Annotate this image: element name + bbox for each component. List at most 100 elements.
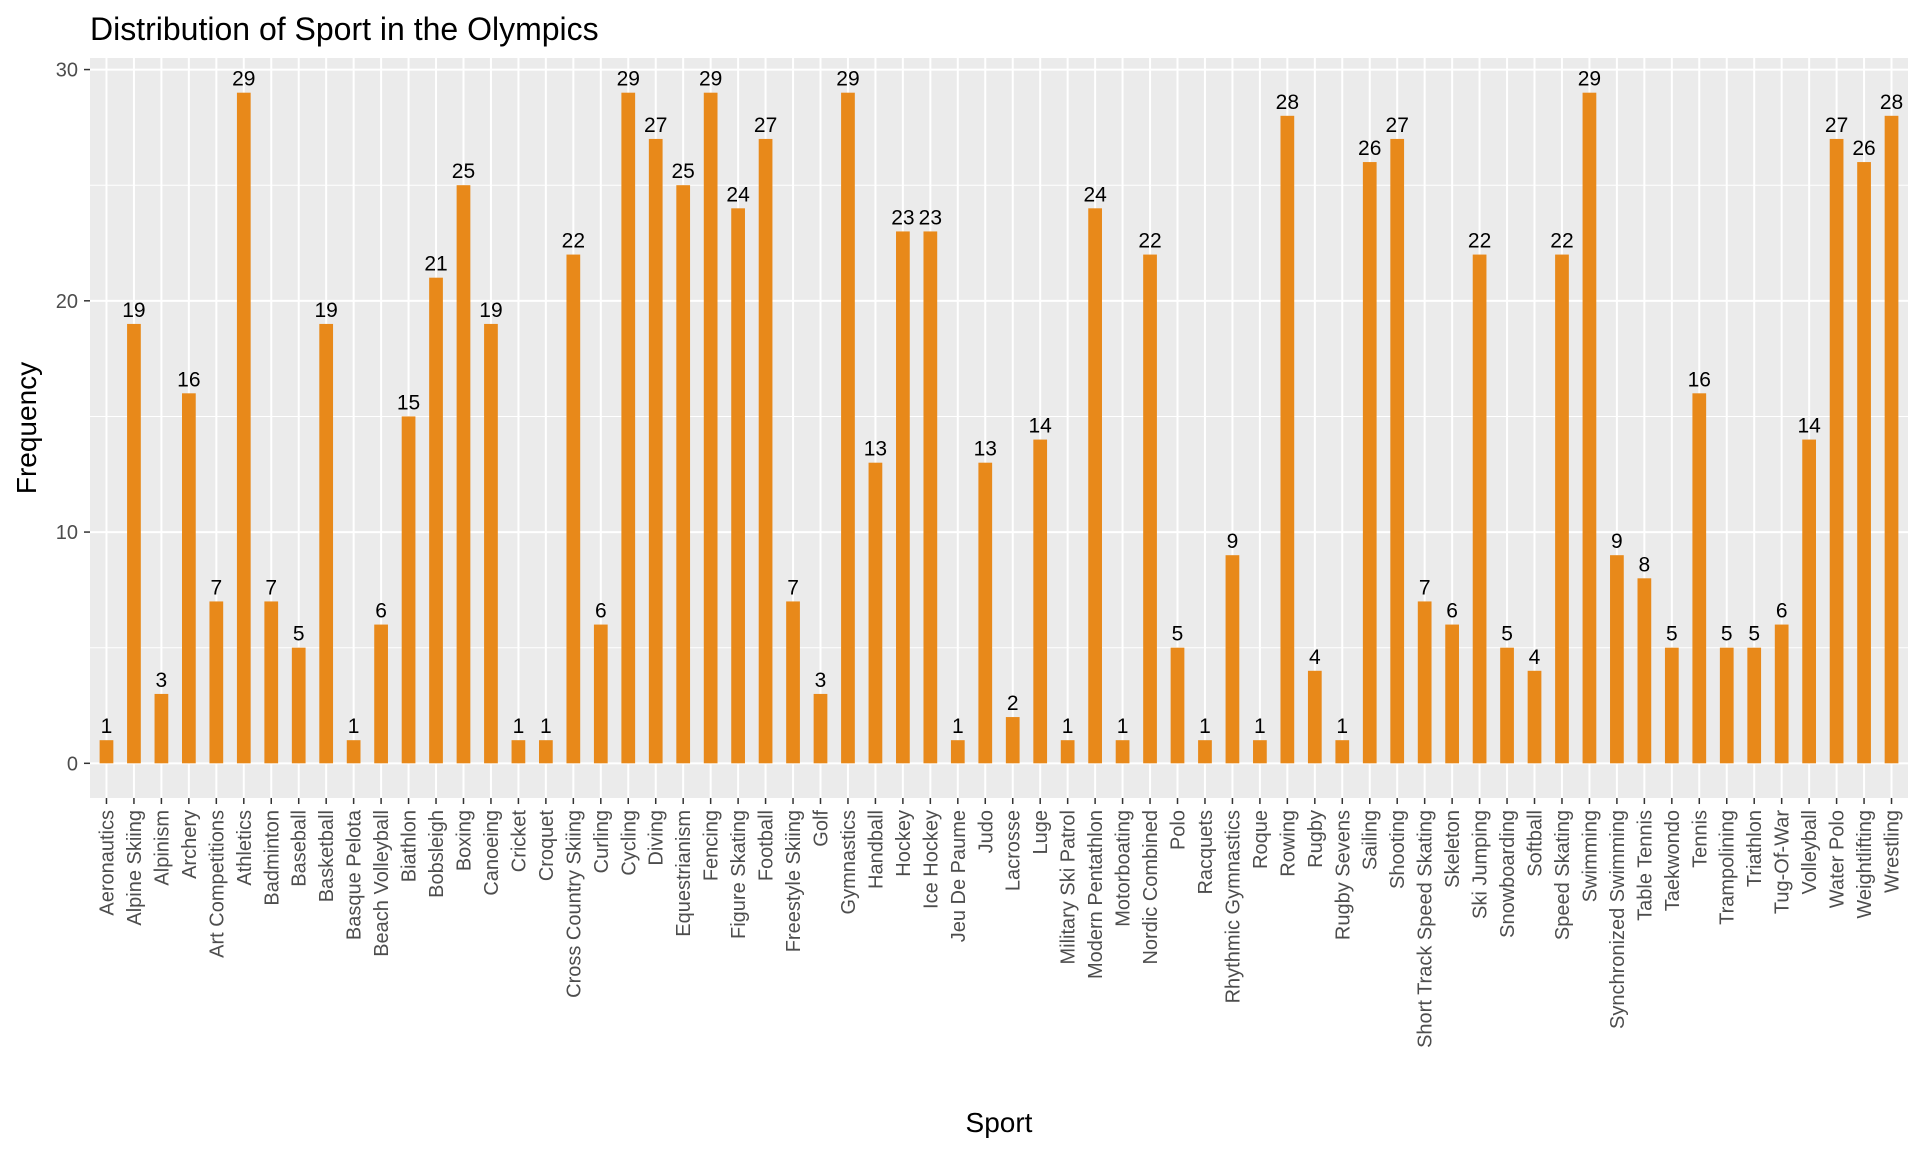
data-label: 27 bbox=[1825, 114, 1848, 137]
data-label: 6 bbox=[1776, 600, 1788, 623]
x-tick-label: Trampolining bbox=[1717, 810, 1739, 925]
bar bbox=[1253, 740, 1267, 764]
bar bbox=[1664, 647, 1679, 764]
x-tick-label: Beach Volleyball bbox=[371, 810, 393, 957]
bar bbox=[154, 693, 169, 764]
x-tick-label: Nordic Combined bbox=[1140, 810, 1162, 965]
bar bbox=[950, 740, 965, 764]
bar bbox=[1307, 670, 1322, 764]
data-label: 29 bbox=[232, 68, 255, 91]
bar bbox=[1527, 670, 1542, 764]
bar bbox=[456, 185, 471, 764]
x-tick-label: Basque Pelota bbox=[344, 809, 366, 940]
x-tick-label: Diving bbox=[646, 810, 668, 866]
data-label: 7 bbox=[265, 576, 277, 599]
bar bbox=[593, 624, 608, 764]
bar bbox=[264, 601, 279, 764]
bar bbox=[539, 740, 553, 764]
data-label: 29 bbox=[699, 68, 722, 91]
bar bbox=[346, 740, 361, 764]
x-tick-label: Tug-Of-War bbox=[1772, 810, 1794, 914]
x-tick-label: Polo bbox=[1168, 810, 1190, 850]
bar bbox=[1802, 439, 1817, 764]
x-tick-label: Figure Skating bbox=[728, 810, 750, 939]
x-tick-label: Rugby Sevens bbox=[1332, 810, 1354, 940]
x-tick-label: Art Competitions bbox=[206, 810, 228, 958]
bar bbox=[1637, 578, 1652, 764]
x-tick-label: Hockey bbox=[893, 810, 915, 877]
bar bbox=[1005, 717, 1020, 764]
x-tick-label: Bobsleigh bbox=[426, 810, 448, 898]
data-label: 29 bbox=[1578, 68, 1601, 91]
bar bbox=[1170, 647, 1185, 764]
data-label: 22 bbox=[1550, 230, 1573, 253]
bar bbox=[1115, 740, 1130, 764]
data-label: 22 bbox=[1468, 230, 1491, 253]
x-tick-label: Triathlon bbox=[1744, 810, 1766, 887]
data-label: 16 bbox=[177, 368, 200, 391]
bar bbox=[896, 231, 910, 764]
data-label: 1 bbox=[1062, 715, 1074, 738]
data-label: 28 bbox=[1276, 91, 1299, 114]
data-label: 13 bbox=[974, 438, 997, 461]
x-tick-label: Rugby bbox=[1305, 810, 1327, 868]
x-tick-label: Jeu De Paume bbox=[948, 810, 970, 942]
data-label: 5 bbox=[1172, 623, 1184, 646]
bar bbox=[1692, 393, 1707, 764]
data-label: 5 bbox=[1721, 623, 1733, 646]
x-tick-label: Shooting bbox=[1387, 810, 1409, 889]
x-tick-label: Sailing bbox=[1360, 810, 1382, 870]
x-tick-label: Boxing bbox=[453, 810, 475, 871]
bar bbox=[1033, 439, 1048, 764]
data-label: 1 bbox=[513, 715, 525, 738]
bar bbox=[319, 323, 334, 764]
x-tick-label: Luge bbox=[1030, 810, 1052, 855]
data-label: 9 bbox=[1611, 530, 1623, 553]
x-tick-label: Swimming bbox=[1579, 810, 1601, 902]
bar bbox=[1610, 555, 1624, 764]
data-label: 1 bbox=[540, 715, 552, 738]
x-tick-label: Cycling bbox=[618, 810, 640, 876]
data-label: 1 bbox=[348, 715, 360, 738]
bar bbox=[1472, 254, 1487, 764]
data-label: 6 bbox=[595, 600, 607, 623]
data-label: 5 bbox=[1666, 623, 1678, 646]
bar bbox=[1857, 162, 1871, 764]
x-tick-label: Judo bbox=[975, 810, 997, 853]
x-tick-label: Gymnastics bbox=[838, 810, 860, 914]
bar bbox=[401, 416, 416, 764]
bar bbox=[1500, 647, 1514, 764]
bar bbox=[813, 693, 828, 764]
y-tick-label: 20 bbox=[56, 291, 78, 313]
data-label: 14 bbox=[1797, 415, 1821, 438]
x-tick-label: Synchronized Swimming bbox=[1607, 810, 1629, 1029]
data-label: 23 bbox=[891, 206, 914, 229]
x-tick-label: Lacrosse bbox=[1003, 810, 1025, 891]
x-tick-label: Modern Pentathlon bbox=[1085, 810, 1107, 979]
x-tick-label: Ice Hockey bbox=[920, 810, 942, 909]
bar bbox=[841, 92, 855, 764]
bar bbox=[1829, 138, 1844, 764]
data-label: 27 bbox=[644, 114, 667, 137]
x-tick-label: Basketball bbox=[316, 810, 338, 902]
bar bbox=[1719, 647, 1734, 764]
data-label: 14 bbox=[1029, 415, 1053, 438]
data-label: 5 bbox=[293, 623, 305, 646]
x-tick-label: Curling bbox=[591, 810, 613, 873]
bar bbox=[511, 740, 526, 764]
bar bbox=[1362, 162, 1377, 764]
bar bbox=[868, 462, 883, 764]
data-label: 1 bbox=[952, 715, 964, 738]
bar bbox=[1280, 115, 1295, 764]
data-label: 6 bbox=[375, 600, 387, 623]
x-tick-label: Biathlon bbox=[399, 810, 421, 882]
data-label: 19 bbox=[479, 299, 502, 322]
data-label: 7 bbox=[787, 576, 799, 599]
bar bbox=[1445, 624, 1459, 764]
x-tick-label: Athletics bbox=[234, 810, 256, 886]
x-tick-label: Cricket bbox=[508, 810, 530, 873]
x-tick-label: Table Tennis bbox=[1634, 810, 1656, 921]
bar bbox=[1774, 624, 1789, 764]
bar bbox=[209, 601, 224, 764]
